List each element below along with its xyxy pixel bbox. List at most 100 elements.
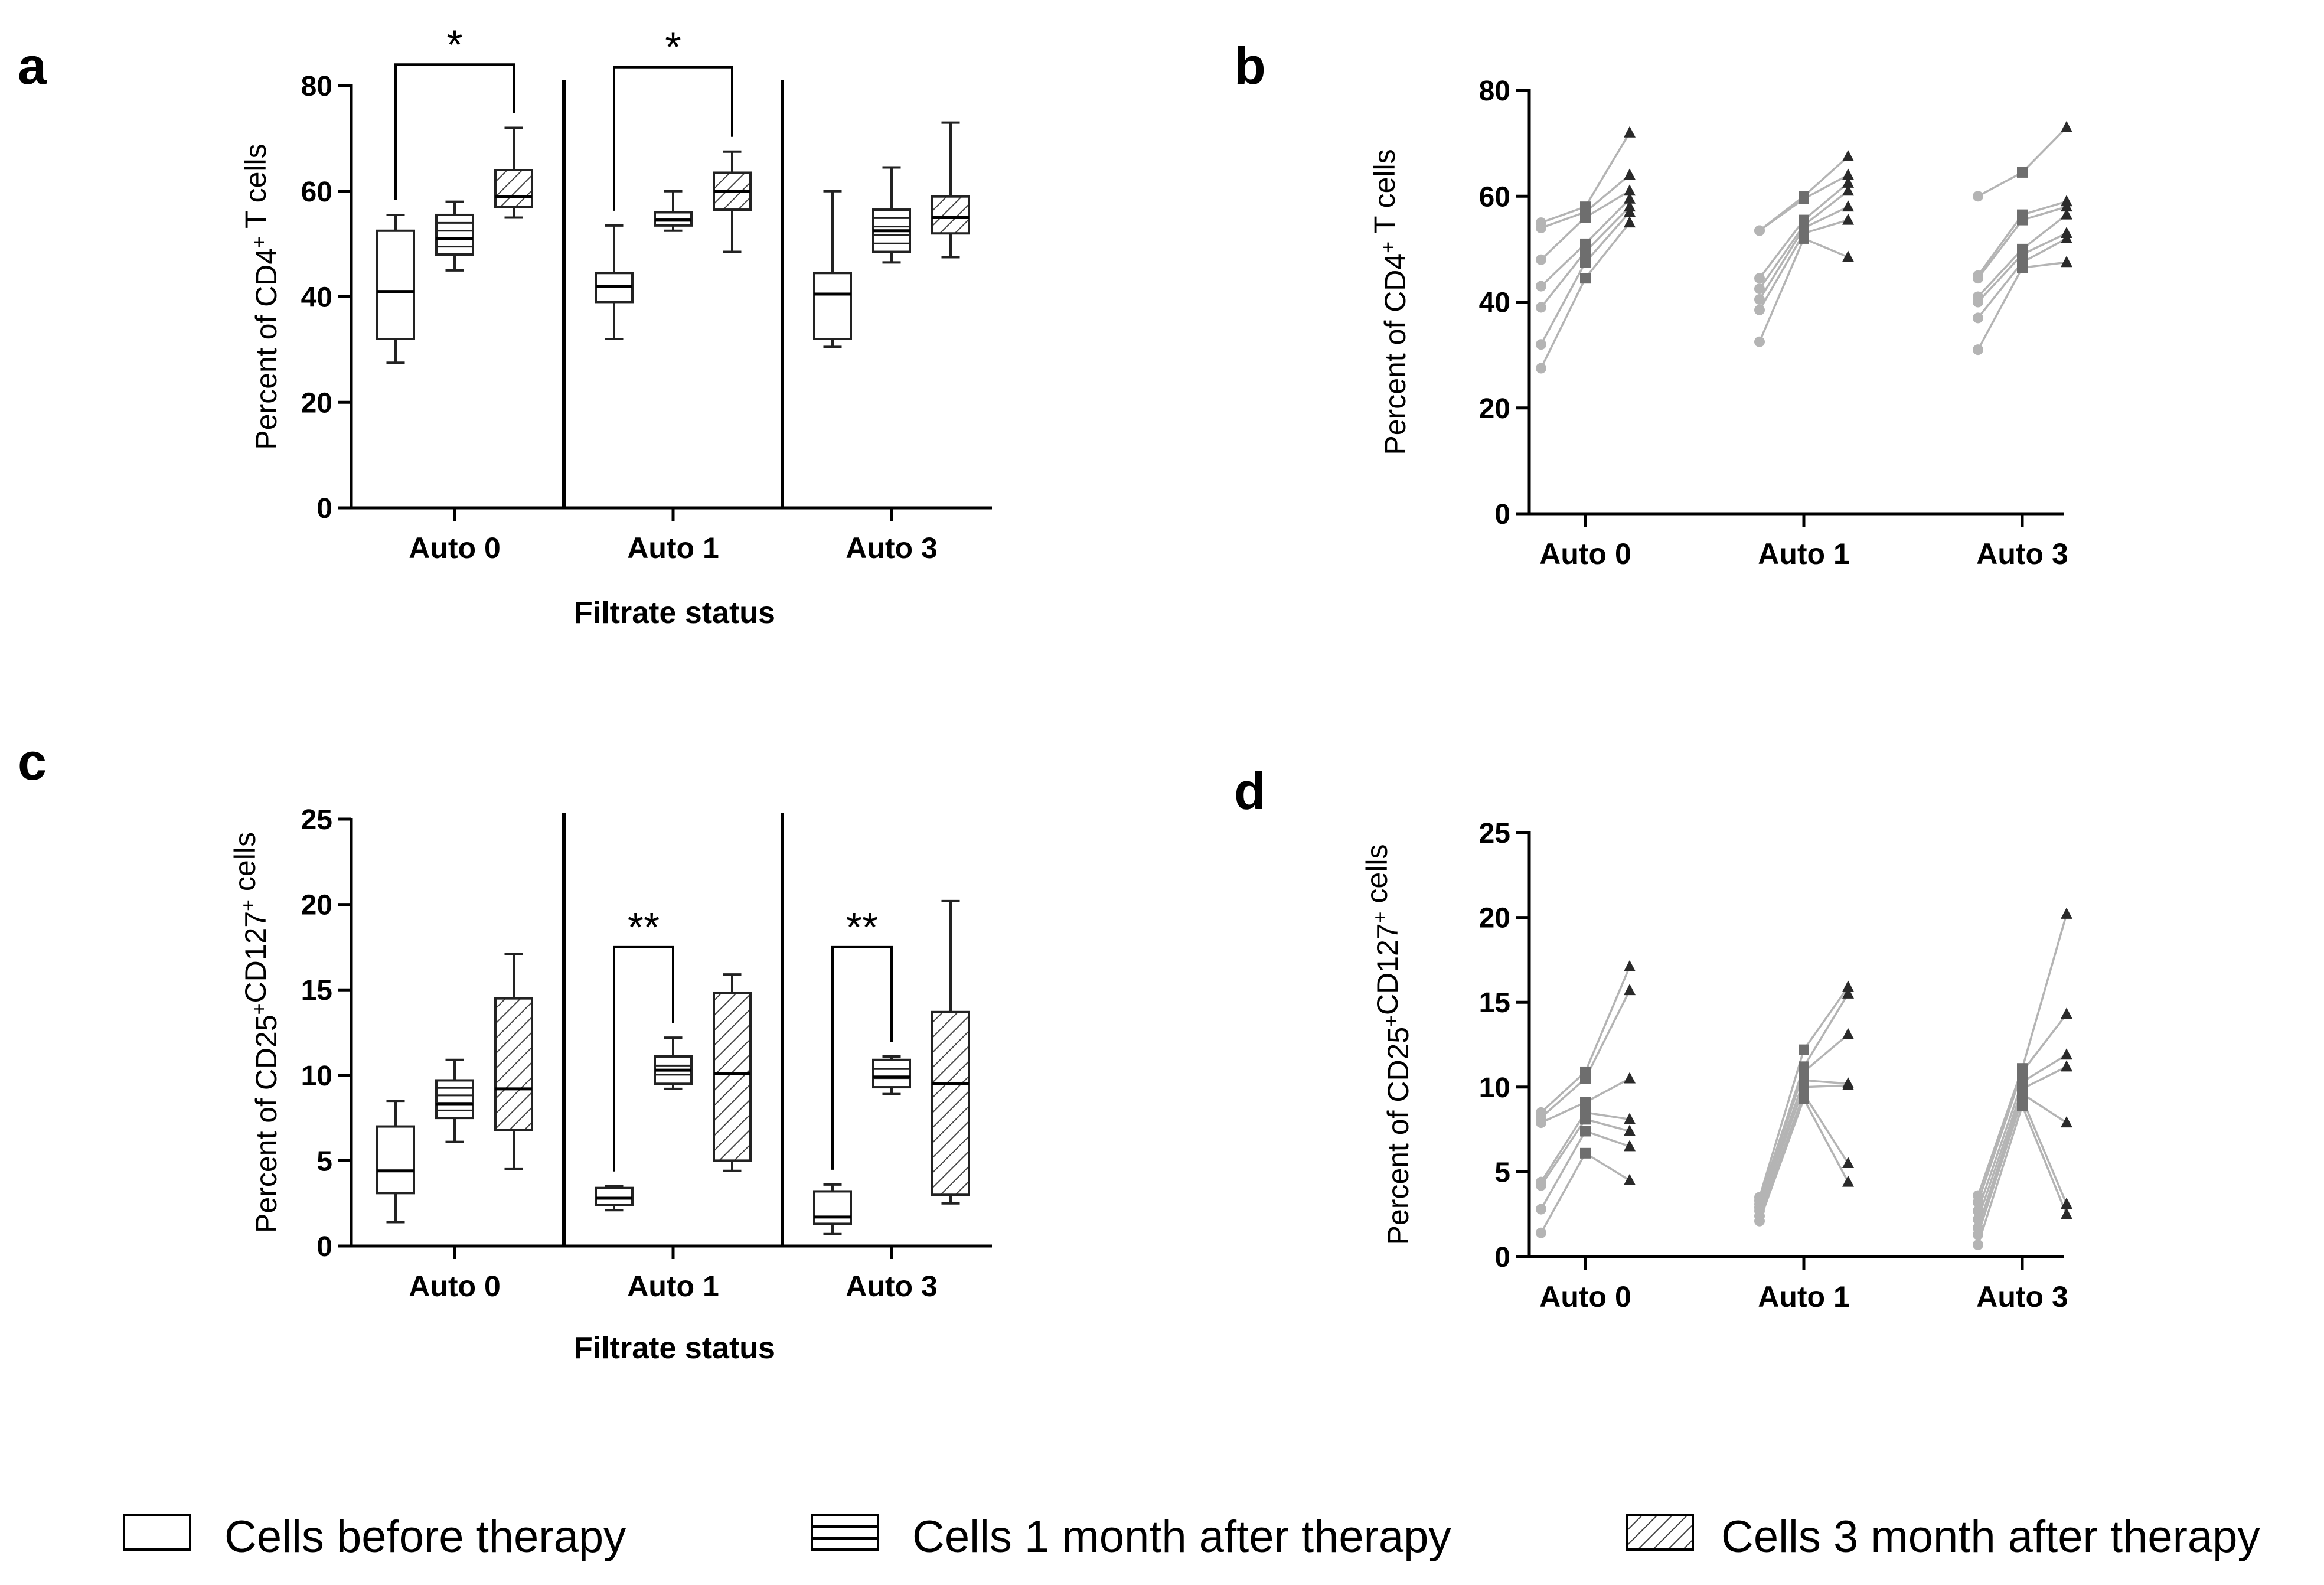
panel-a-box-auto3-lines xyxy=(872,166,911,264)
panel-c-box-auto3-plain xyxy=(813,1183,852,1235)
panel-b-point-three-month-auto1 xyxy=(1842,176,1854,188)
panel-d-point-before-auto0 xyxy=(1536,1107,1546,1118)
panel-d-point-before-auto1 xyxy=(1754,1192,1765,1203)
panel-c-box-auto1-lines xyxy=(654,1036,693,1090)
panel-a-y-tick-label: 60 xyxy=(301,177,332,208)
panel-b-pair-line-auto3 xyxy=(1977,261,2067,350)
panel-b-y-tick-label: 40 xyxy=(1479,288,1510,319)
panel-d-point-three-month-auto0 xyxy=(1624,1072,1636,1084)
panel-a-y-tick-label: 80 xyxy=(301,71,332,102)
panel-a-box-auto1-lines xyxy=(654,190,693,232)
panel-b-point-three-month-auto0 xyxy=(1624,184,1636,196)
legend-swatch-before xyxy=(123,1514,191,1551)
panel-a-significance-label: * xyxy=(446,21,462,67)
panel-d-point-before-auto0 xyxy=(1536,1227,1546,1238)
panel-b-point-three-month-auto1 xyxy=(1842,250,1854,262)
legend: Cells before therapy Cells 1 month after… xyxy=(123,1512,2260,1562)
panel-c-y-tick-label: 10 xyxy=(301,1061,332,1092)
panel-c-box-auto1-plain xyxy=(595,1185,634,1212)
panel-b-point-one-month-auto0 xyxy=(1580,257,1591,268)
panel-d-pair-line-auto0 xyxy=(1540,966,1631,1114)
panel-b-y-axis-label: Percent of CD4+ T cells xyxy=(1368,149,1412,455)
panel-d-point-before-auto3 xyxy=(1973,1205,1983,1217)
panel-b-point-before-auto1 xyxy=(1754,225,1765,236)
panel-d-point-three-month-auto1 xyxy=(1842,980,1854,992)
panel-a-y-axis-label: Percent of CD4+ T cells xyxy=(239,144,283,449)
panel-b-y-tick-label: 20 xyxy=(1479,393,1510,425)
panel-letter-c: c xyxy=(18,732,47,791)
panel-c-y-axis-label: Percent of CD25+CD127+ cells xyxy=(229,832,283,1233)
panel-b-point-three-month-auto1 xyxy=(1842,168,1854,180)
panel-d-point-one-month-auto0 xyxy=(1580,1107,1591,1118)
panel-b-point-three-month-auto0 xyxy=(1624,200,1636,212)
panel-d-point-three-month-auto0 xyxy=(1624,984,1636,996)
panel-d-pair-line-auto0 xyxy=(1540,1130,1630,1210)
panel-b-point-before-auto0 xyxy=(1536,339,1546,350)
panel-d-point-three-month-auto1 xyxy=(1842,1077,1854,1089)
panel-d-point-three-month-auto0 xyxy=(1624,1124,1636,1136)
panel-c-boxplot: 0 5 10 15 20 25 Auto 0 Auto 1 Auto 3 Filtrate sta… xyxy=(229,804,992,1365)
panel-d-pair-line-auto3 xyxy=(1977,1095,2068,1235)
panel-d-point-three-month-auto0 xyxy=(1624,1173,1636,1185)
panel-d-point-three-month-auto1 xyxy=(1842,1028,1854,1039)
panel-d-point-before-auto0 xyxy=(1536,1204,1546,1215)
panel-d-y-tick-label: 10 xyxy=(1479,1072,1510,1104)
panel-b-point-before-auto0 xyxy=(1536,217,1546,229)
panel-b-point-before-auto0 xyxy=(1536,254,1546,265)
panel-d-y-tick-label: 20 xyxy=(1479,903,1510,934)
panel-b-point-before-auto3 xyxy=(1973,344,1983,356)
panel-b-point-three-month-auto1 xyxy=(1842,200,1854,212)
panel-d-point-one-month-auto0 xyxy=(1580,1126,1591,1137)
legend-swatch-one-month xyxy=(811,1514,879,1551)
panel-d-paired-plot: 0 5 10 15 20 25 Auto 0 Auto 1 Auto 3 Percent of C… xyxy=(1360,818,2072,1313)
panel-b-point-three-month-auto1 xyxy=(1842,184,1854,196)
panel-b-point-three-month-auto3 xyxy=(2061,226,2072,238)
panel-c-significance-bracket xyxy=(831,945,893,1170)
panel-b-point-before-auto0 xyxy=(1536,281,1546,292)
panel-a-box-body xyxy=(376,229,415,340)
panel-a-significance-bracket xyxy=(394,63,515,200)
panel-d-point-before-auto3 xyxy=(1973,1190,1983,1201)
panel-b-x-tick-label: Auto 1 xyxy=(1758,537,1850,570)
panel-d-point-three-month-auto3 xyxy=(2061,1060,2072,1072)
panel-c-box-auto0-hatch xyxy=(494,953,533,1170)
panel-d-point-one-month-auto1 xyxy=(1799,1044,1809,1055)
panel-b-point-before-auto1 xyxy=(1754,336,1765,347)
panel-d-point-three-month-auto3 xyxy=(2061,1007,2072,1019)
panel-d-y-tick-label: 25 xyxy=(1479,818,1510,849)
panel-b-point-one-month-auto3 xyxy=(2017,167,2028,178)
panel-b-point-three-month-auto0 xyxy=(1624,216,1636,228)
panel-b-point-three-month-auto0 xyxy=(1624,126,1636,138)
panel-b-x-tick-label: Auto 0 xyxy=(1539,537,1631,570)
panel-c-box-auto0-plain xyxy=(376,1100,415,1224)
panel-b-point-before-auto0 xyxy=(1536,363,1546,374)
legend-label-three-month: Cells 3 month after therapy xyxy=(1721,1512,2260,1562)
panel-d-point-three-month-auto0 xyxy=(1624,960,1636,971)
panel-c-box-auto1-hatch xyxy=(713,973,752,1172)
panel-a-box-body xyxy=(931,195,970,235)
panel-c-x-tick-label: Auto 0 xyxy=(409,1270,501,1303)
panel-a-x-tick-label: Auto 3 xyxy=(846,531,938,565)
panel-c-x-axis-label: Filtrate status xyxy=(574,1331,775,1365)
panel-a-y-tick-label: 40 xyxy=(301,282,332,314)
panel-a-box-body xyxy=(435,213,474,256)
panel-d-point-one-month-auto0 xyxy=(1580,1147,1591,1159)
panel-c-y-tick-label: 5 xyxy=(316,1146,332,1177)
panel-d-x-tick-label: Auto 1 xyxy=(1758,1280,1850,1313)
panel-d-point-before-auto3 xyxy=(1973,1239,1983,1250)
panel-b-point-three-month-auto0 xyxy=(1624,192,1636,204)
panel-b-point-one-month-auto3 xyxy=(2017,209,2028,220)
panel-d-point-three-month-auto3 xyxy=(2061,1048,2072,1060)
panel-b-point-three-month-auto0 xyxy=(1624,168,1636,180)
panel-d-point-three-month-auto0 xyxy=(1624,1113,1636,1124)
panel-d-point-three-month-auto1 xyxy=(1842,987,1854,999)
panel-d-point-one-month-auto1 xyxy=(1799,1075,1809,1086)
panel-d-point-one-month-auto0 xyxy=(1580,1097,1591,1108)
panel-d-point-three-month-auto3 xyxy=(2061,1208,2072,1219)
panel-b-point-before-auto1 xyxy=(1754,304,1765,315)
panel-b-point-before-auto1 xyxy=(1754,273,1765,284)
panel-b-point-one-month-auto0 xyxy=(1580,201,1591,213)
panel-a-y-tick-label: 0 xyxy=(316,493,332,524)
panel-a-significance-label: * xyxy=(665,24,681,70)
panel-b-point-before-auto3 xyxy=(1973,270,1983,281)
